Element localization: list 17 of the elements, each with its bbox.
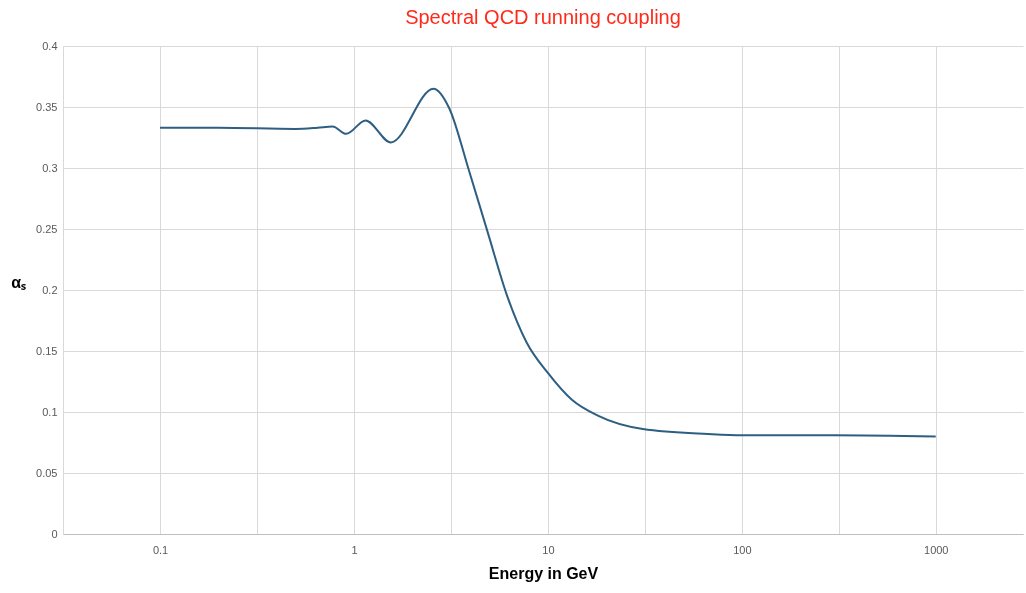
x-tick-label: 100 [733, 543, 752, 556]
x-axis-title: Energy in GeV [488, 564, 599, 582]
x-tick-label: 0.1 [152, 543, 169, 556]
x-tick-label: 1 [351, 543, 358, 556]
y-axis-title: αₛ [11, 273, 27, 291]
y-tick-label: 0.15 [36, 344, 58, 357]
y-tick-label: 0.3 [42, 161, 58, 174]
y-tick-label: 0.2 [42, 283, 58, 296]
y-tick-label: 0.05 [36, 466, 58, 479]
x-tick-label: 10 [542, 543, 555, 556]
y-tick-label: 0 [51, 527, 58, 540]
x-tick-label: 1000 [924, 543, 949, 556]
y-tick-label: 0.1 [42, 405, 58, 418]
y-tick-label: 0.4 [42, 39, 58, 52]
chart-title: Spectral QCD running coupling [405, 6, 681, 28]
y-tick-label: 0.35 [36, 100, 58, 113]
y-tick-label: 0.25 [36, 222, 58, 235]
